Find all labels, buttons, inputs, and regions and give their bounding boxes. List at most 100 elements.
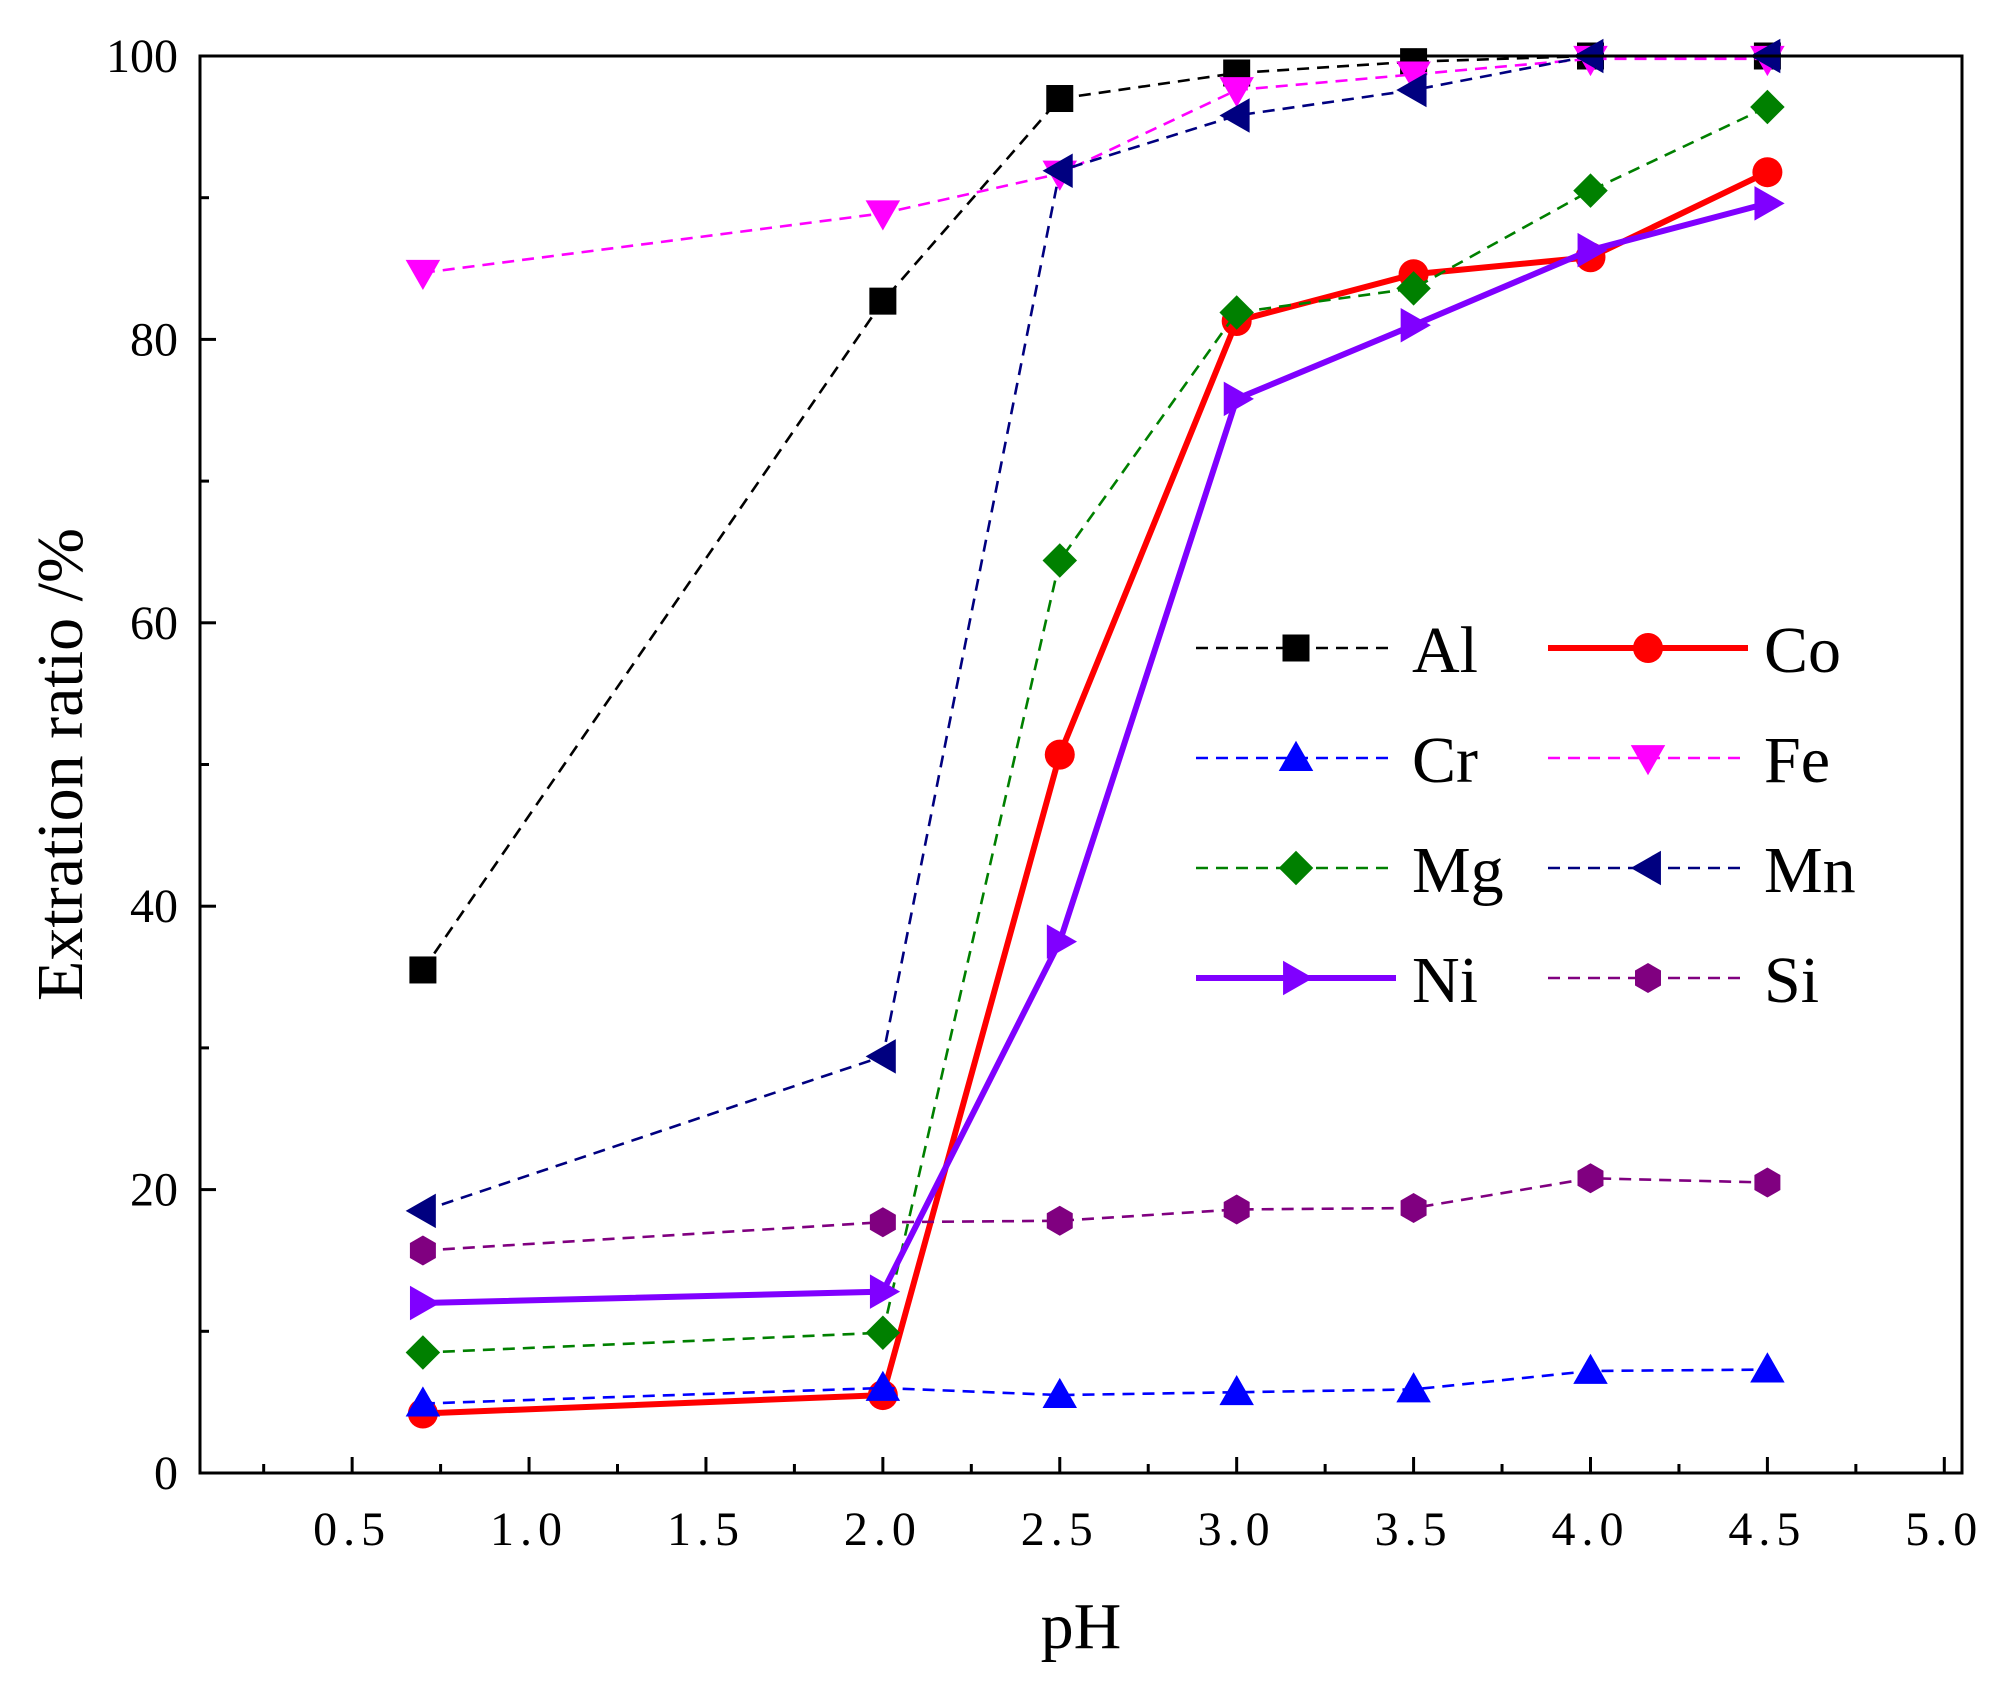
legend-label: Mn — [1764, 834, 1856, 907]
legend-marker — [1630, 745, 1666, 776]
data-point-ni — [1400, 307, 1431, 343]
legend-label: Si — [1764, 944, 1819, 1017]
data-point-mg — [1573, 173, 1608, 208]
series-line-cr — [422, 1368, 1768, 1405]
tick-labels: 0.5 1.0 1.5 2.0 2.5 3.0 3.5 4.0 4.5 5.0 0 20 40 60 80 1… — [106, 30, 1983, 1556]
y-tick-label: 40 — [130, 880, 178, 933]
legend-label: Mg — [1412, 834, 1504, 907]
data-point-al — [1046, 85, 1074, 113]
series-ni — [409, 186, 1785, 1321]
legend-marker — [1630, 850, 1661, 886]
data-point-si — [869, 1207, 896, 1238]
data-point-si — [1046, 1205, 1073, 1236]
legend-label: Fe — [1764, 724, 1830, 797]
data-point-si — [409, 1235, 436, 1266]
data-point-fe — [1219, 77, 1254, 108]
series-line-co — [422, 169, 1769, 1417]
data-point-ni — [1577, 232, 1608, 268]
x-tick-label: 4.0 — [1551, 1503, 1629, 1556]
data-point-si — [1577, 1163, 1604, 1194]
legend-marker — [1635, 963, 1661, 993]
legend-item-co: Co — [1548, 614, 1841, 687]
data-point-cr — [405, 1386, 441, 1417]
plot-area-frame — [198, 54, 1964, 1475]
series-line-mn — [422, 54, 1768, 1213]
data-point-mg — [1750, 89, 1785, 125]
legend-item-fe: Fe — [1548, 724, 1830, 797]
data-point-cr — [1750, 1352, 1785, 1383]
legend-item-si: Si — [1548, 944, 1819, 1017]
x-tick-label: 2.5 — [1021, 1503, 1099, 1556]
data-point-cr — [1573, 1353, 1608, 1384]
y-axis-title: Extration ratio /% — [24, 528, 97, 1001]
x-axis-title: pH — [1041, 1590, 1122, 1663]
x-tick-label: 1.0 — [490, 1503, 568, 1556]
x-tick-label: 3.5 — [1375, 1503, 1453, 1556]
legend-marker — [1283, 960, 1314, 996]
data-point-mg — [1042, 543, 1078, 578]
data-point-mg — [1396, 271, 1431, 306]
data-point-ni — [869, 1274, 901, 1309]
data-point-si — [1223, 1194, 1250, 1225]
data-point-mg — [405, 1335, 441, 1370]
legend-item-mn: Mn — [1548, 834, 1856, 907]
x-tick-label: 0.5 — [313, 1503, 391, 1556]
y-tick-label: 20 — [130, 1164, 178, 1217]
series-mg — [405, 89, 1785, 1370]
series-line-ni — [422, 200, 1769, 1306]
data-point-cr — [1396, 1372, 1431, 1403]
series-si — [409, 1163, 1781, 1266]
data-point-si — [1400, 1193, 1427, 1224]
data-point-fe — [1396, 61, 1431, 92]
data-point-al — [869, 287, 897, 315]
legend-marker — [1282, 634, 1310, 662]
x-tick-label: 2.0 — [844, 1503, 922, 1556]
data-point-al — [409, 956, 437, 984]
series-line-mg — [422, 105, 1768, 1354]
series-line-si — [422, 1176, 1768, 1252]
legend-marker — [1278, 740, 1314, 771]
data-point-fe — [405, 259, 441, 291]
legend-item-mg: Mg — [1196, 834, 1504, 907]
y-tick-label: 0 — [154, 1447, 178, 1500]
data-point-mn — [1396, 72, 1427, 108]
data-point-si — [1754, 1167, 1781, 1198]
series-mn — [405, 38, 1781, 1229]
y-tick-label: 80 — [130, 313, 178, 366]
data-point-co — [1044, 739, 1075, 770]
legend: Al Co Cr Fe Mg Mn Ni Si — [1196, 614, 1856, 1017]
x-tick-label: 4.5 — [1728, 1503, 1806, 1556]
data-point-mn — [405, 1193, 436, 1229]
data-point-ni — [1223, 381, 1254, 417]
y-tick-label: 60 — [130, 597, 178, 650]
legend-label: Co — [1764, 614, 1841, 687]
data-point-mg — [865, 1315, 901, 1350]
series-line-fe — [422, 57, 1768, 275]
data-point-mn — [1219, 98, 1250, 133]
x-tick-label: 1.5 — [667, 1503, 745, 1556]
data-point-co — [1752, 157, 1783, 188]
series-layer — [405, 38, 1785, 1429]
legend-item-ni: Ni — [1196, 944, 1478, 1017]
data-point-ni — [409, 1285, 441, 1321]
axis-ticks — [200, 54, 1946, 1475]
data-point-fe — [865, 200, 901, 231]
x-tick-label: 3.0 — [1198, 1503, 1276, 1556]
data-point-cr — [865, 1370, 901, 1401]
data-point-cr — [1042, 1377, 1078, 1409]
legend-label: Al — [1412, 614, 1478, 687]
legend-label: Cr — [1412, 724, 1478, 797]
series-cr — [405, 1352, 1785, 1417]
legend-marker — [1278, 850, 1314, 886]
legend-label: Ni — [1412, 944, 1478, 1017]
data-point-ni — [1046, 924, 1078, 959]
legend-item-al: Al — [1196, 614, 1478, 687]
data-point-mg — [1219, 295, 1254, 330]
data-point-mn — [1042, 153, 1073, 189]
x-tick-label: 5.0 — [1905, 1503, 1983, 1556]
data-point-ni — [1754, 186, 1785, 221]
data-point-mn — [865, 1039, 896, 1074]
legend-marker — [1633, 633, 1663, 663]
